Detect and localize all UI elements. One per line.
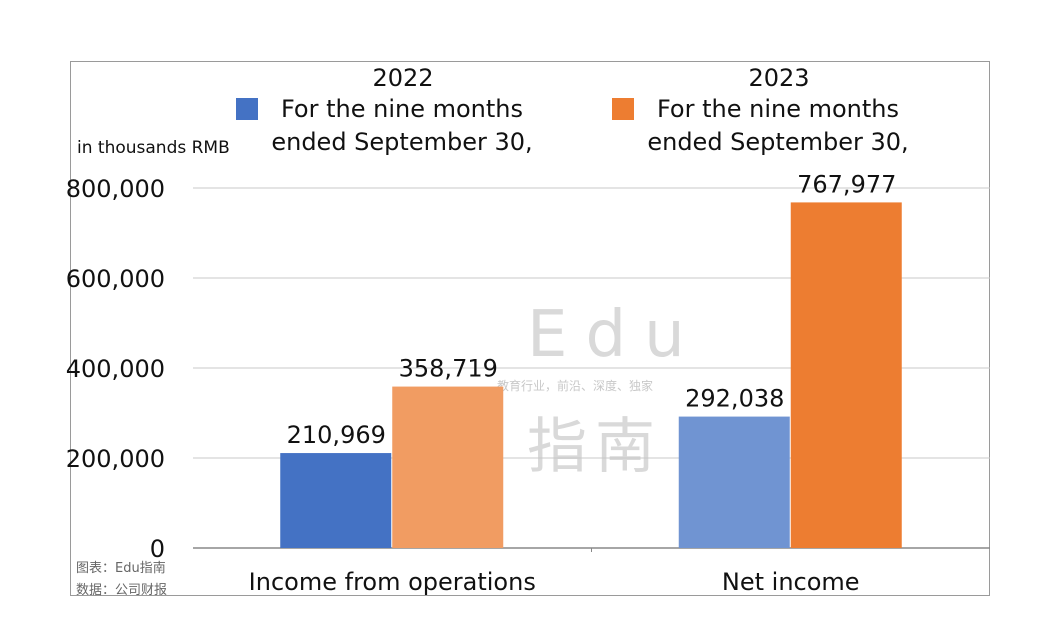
bar-2022-1 [678, 416, 790, 548]
y-tick-label: 800,000 [66, 175, 165, 203]
legend-year-2023: 2023 [748, 64, 810, 92]
watermark-edu: Edu [527, 298, 703, 372]
unit-label: in thousands RMB [77, 138, 230, 158]
x-category-label: Net income [722, 568, 860, 596]
legend-label-2022-line1: For the nine months [280, 95, 524, 123]
bar-2023-0 [392, 386, 504, 548]
data-label: 210,969 [287, 421, 386, 449]
legend-year-2022: 2022 [372, 64, 434, 92]
legend-label-2023-line1: For the nine months [656, 95, 900, 123]
legend-label-2022: For the nine months ended September 30, [262, 93, 542, 159]
legend-label-2022-line2: ended September 30, [271, 128, 533, 156]
legend-swatch-2022 [236, 98, 258, 120]
x-category-label: Income from operations [249, 568, 536, 596]
bar-2022-0 [280, 453, 392, 548]
y-tick-label: 200,000 [66, 445, 165, 473]
watermark-tagline: 教育行业，前沿、深度、独家 [497, 379, 654, 393]
legend-label-2023-line2: ended September 30, [647, 128, 909, 156]
legend-label-2023: For the nine months ended September 30, [638, 93, 918, 159]
bar-2023-1 [790, 202, 902, 549]
legend-swatch-2023 [612, 98, 634, 120]
watermark-zhinan: 指南 [527, 412, 663, 482]
data-label: 767,977 [797, 170, 896, 198]
y-tick-label: 400,000 [66, 355, 165, 383]
y-tick-label: 0 [150, 535, 165, 563]
y-tick-label: 600,000 [66, 265, 165, 293]
chart-credit: 图表：Edu指南 [76, 561, 166, 576]
chart-frame [70, 61, 990, 596]
data-label: 292,038 [685, 385, 784, 413]
data-credit: 数据：公司财报 [76, 583, 168, 598]
data-label: 358,719 [399, 355, 498, 383]
